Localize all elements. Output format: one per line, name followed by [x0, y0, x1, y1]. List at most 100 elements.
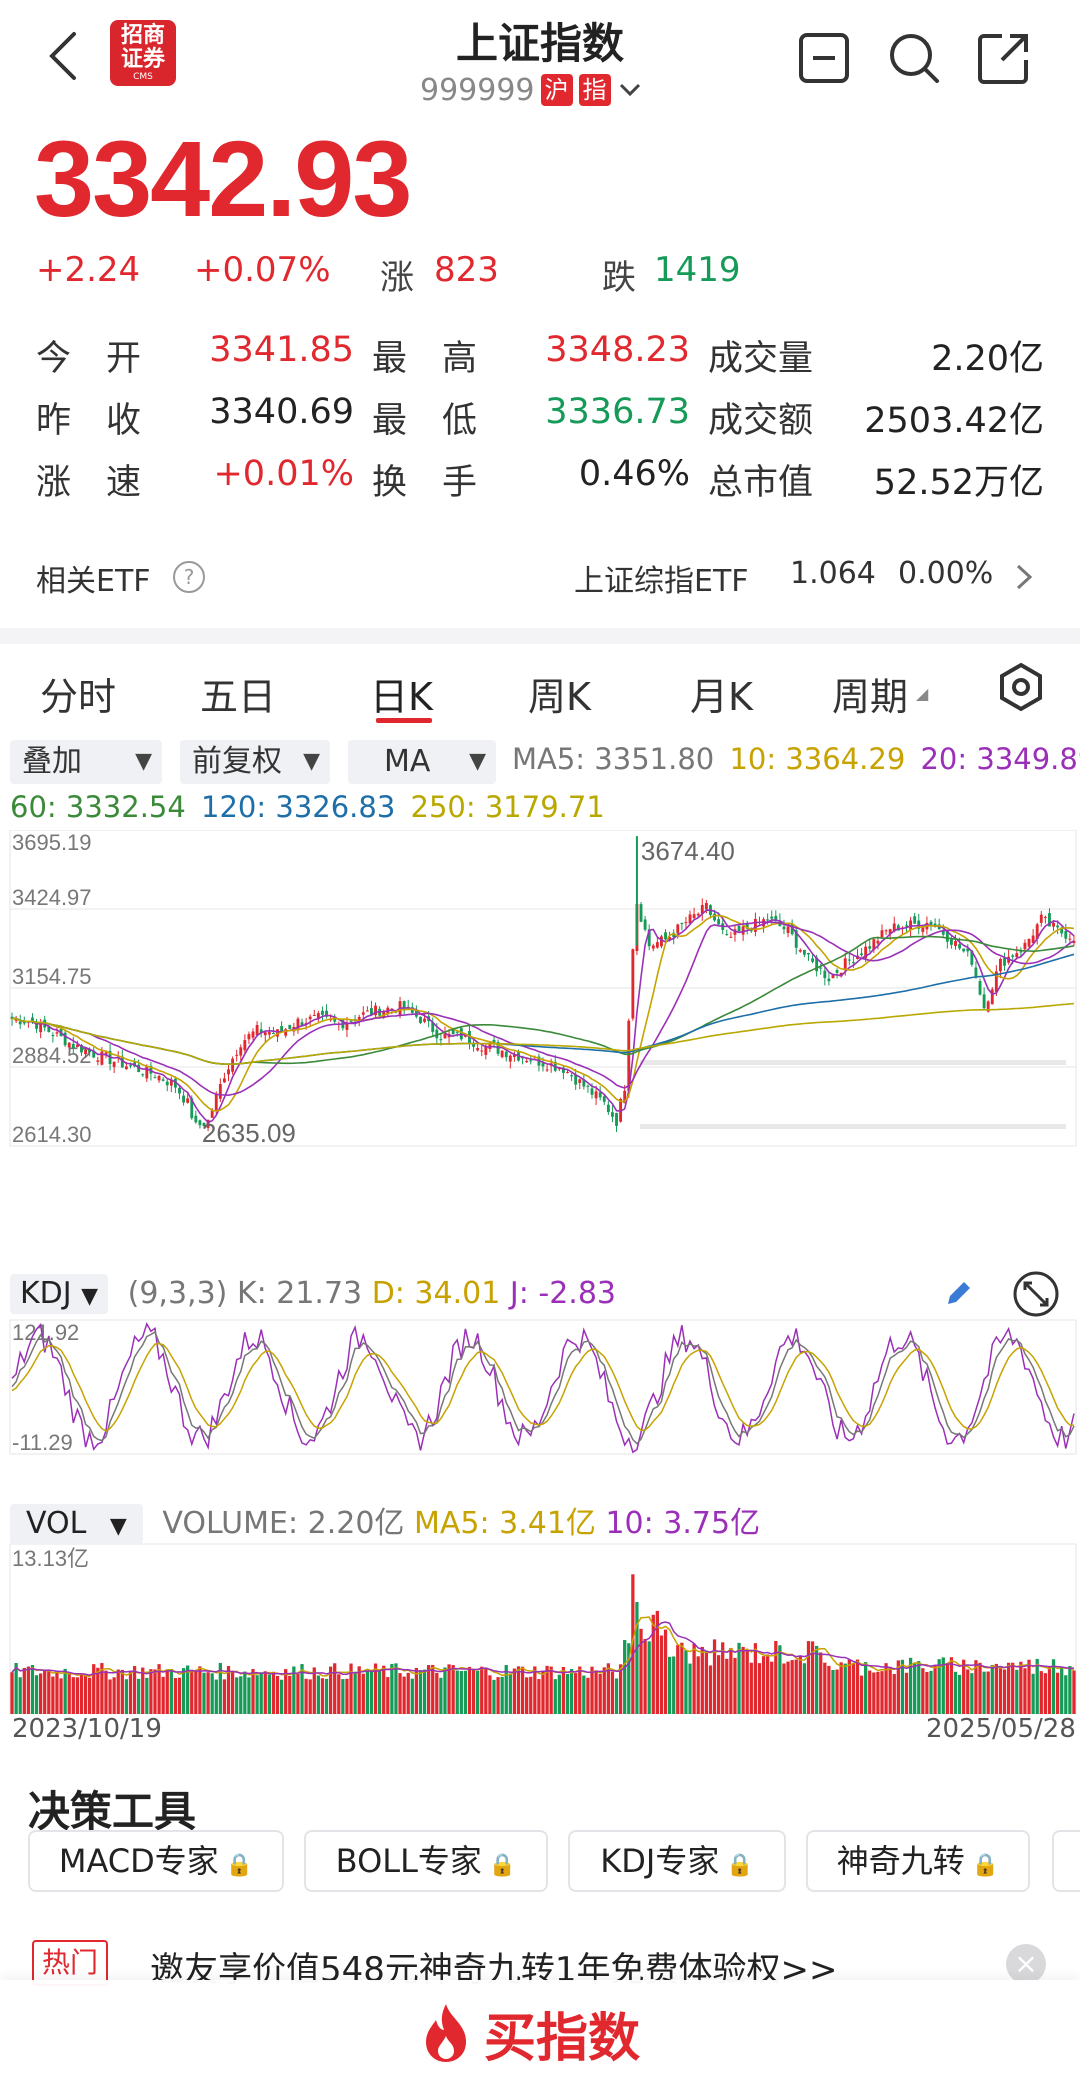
tab-4[interactable]: 月K — [690, 675, 753, 719]
tool-button-3[interactable]: 神奇九转 🔒 — [806, 1830, 1030, 1892]
adjust-dropdown[interactable]: 前复权 ▼ — [180, 740, 330, 784]
buy-index-button[interactable]: 买指数 — [420, 1998, 640, 2069]
volume-bar — [676, 1644, 680, 1714]
kdj-pane-border — [9, 1319, 1077, 1455]
back-arrow-icon[interactable] — [40, 26, 90, 86]
volume-bar — [1031, 1673, 1035, 1714]
candle-body — [239, 1047, 243, 1056]
candle-body — [153, 1077, 157, 1079]
volume-bar — [377, 1671, 382, 1714]
candle-body — [100, 1051, 104, 1065]
candle-body — [419, 1016, 422, 1024]
tab-3[interactable]: 周K — [528, 675, 591, 719]
candle-body — [847, 959, 851, 961]
related-etf-row[interactable]: 相关ETF ? 上证综指ETF 1.064 0.00% — [36, 556, 1046, 606]
edit-pencil-icon[interactable] — [940, 1276, 976, 1312]
candle-body — [508, 1055, 512, 1062]
candle-body — [684, 922, 688, 924]
volume-bar — [1068, 1666, 1072, 1714]
remove-watchlist-icon[interactable] — [796, 30, 852, 86]
volume-bar — [284, 1669, 288, 1714]
candle-body — [725, 934, 729, 936]
tool-button-more[interactable] — [1052, 1830, 1080, 1892]
kline-chart[interactable]: 3695.19 3424.97 3154.75 2884.52 2614.30 3674.… — [0, 830, 1080, 1714]
candle-body — [660, 936, 663, 947]
candle-body — [198, 1120, 202, 1126]
candle-body — [308, 1016, 312, 1020]
kdj-k-line — [11, 1330, 1075, 1445]
stat-value: 0.46% — [578, 454, 690, 494]
candle-body — [272, 1033, 275, 1035]
tool-button-1[interactable]: BOLL专家 🔒 — [304, 1830, 548, 1892]
volume-bar — [1011, 1662, 1015, 1714]
volume-bar — [553, 1679, 557, 1714]
help-icon[interactable]: ? — [172, 560, 206, 594]
volume-bar — [67, 1674, 71, 1714]
search-icon[interactable] — [886, 30, 942, 86]
share-icon[interactable] — [976, 30, 1032, 86]
ma10-value: 10: 3364.29 — [729, 742, 906, 776]
candle-body — [655, 942, 659, 948]
kdj-dropdown[interactable]: KDJ ▼ — [10, 1274, 109, 1314]
volume-bar — [864, 1662, 868, 1714]
vol-dropdown[interactable]: VOL ▼ — [10, 1504, 143, 1544]
volume-bar — [884, 1663, 888, 1714]
volume-bar — [986, 1671, 990, 1714]
volume-bar — [100, 1663, 104, 1714]
close-icon[interactable]: × — [1006, 1944, 1046, 1984]
tool-button-2[interactable]: KDJ专家 🔒 — [568, 1830, 786, 1892]
tab-0[interactable]: 分时 — [40, 675, 117, 719]
candle-body — [88, 1048, 92, 1053]
volume-bar — [851, 1663, 856, 1714]
tool-button-0[interactable]: MACD专家 🔒 — [28, 1830, 284, 1892]
candle-body — [786, 926, 790, 933]
stock-code-selector[interactable]: 999999 沪 指 — [420, 70, 643, 110]
candle-body — [1043, 916, 1047, 918]
candle-body — [190, 1098, 194, 1119]
tab-2[interactable]: 日K — [370, 675, 433, 719]
tab-1[interactable]: 五日 — [200, 675, 277, 719]
period-tabs: 分时 五日 日K 周K 月K 周期 ◢ — [0, 660, 1080, 730]
candle-body — [586, 1085, 590, 1087]
volume-bar — [51, 1676, 55, 1714]
up-count: 823 — [434, 250, 499, 290]
candle-body — [410, 1007, 414, 1013]
candle-body — [267, 1032, 271, 1035]
tab-5[interactable]: 周期 — [832, 675, 909, 719]
etf-label: 相关ETF — [36, 564, 151, 599]
volume-bar — [75, 1677, 80, 1714]
candle-body — [370, 1008, 373, 1015]
buy-bar: 买指数 — [0, 1980, 1080, 2094]
candle-body — [994, 971, 998, 993]
candle-body — [949, 939, 953, 945]
volume-bar — [406, 1672, 410, 1714]
volume-bar — [1064, 1675, 1068, 1714]
candle-body — [704, 903, 708, 910]
volume-bar — [157, 1664, 161, 1714]
settings-hex-icon[interactable] — [998, 662, 1044, 712]
candle-body — [26, 1021, 30, 1023]
volume-bar — [345, 1678, 349, 1714]
volume-bar — [520, 1666, 525, 1714]
end-date: 2025/05/28 — [926, 1714, 1076, 1744]
candle-body — [504, 1051, 508, 1058]
volume-bar — [618, 1664, 623, 1714]
volume-bar — [631, 1574, 635, 1714]
volume-bar — [1015, 1669, 1019, 1714]
fullscreen-icon[interactable] — [1012, 1270, 1060, 1318]
candle-body — [876, 940, 880, 944]
ma-dropdown[interactable]: MA ▼ — [348, 740, 496, 784]
volume-bar — [104, 1670, 108, 1714]
volume-bar — [92, 1664, 96, 1714]
candle-body — [823, 970, 827, 979]
candle-body — [790, 924, 794, 935]
candle-body — [435, 1029, 439, 1039]
volume-bar — [226, 1666, 231, 1714]
volume-bar — [978, 1662, 982, 1714]
overlay-dropdown[interactable]: 叠加 ▼ — [10, 740, 162, 784]
candle-body — [455, 1031, 459, 1033]
lock-icon: 🔒 — [218, 1853, 254, 1878]
candle-body — [218, 1084, 222, 1099]
candle-body — [574, 1074, 578, 1085]
tool-label: 神奇九转 — [836, 1842, 965, 1880]
